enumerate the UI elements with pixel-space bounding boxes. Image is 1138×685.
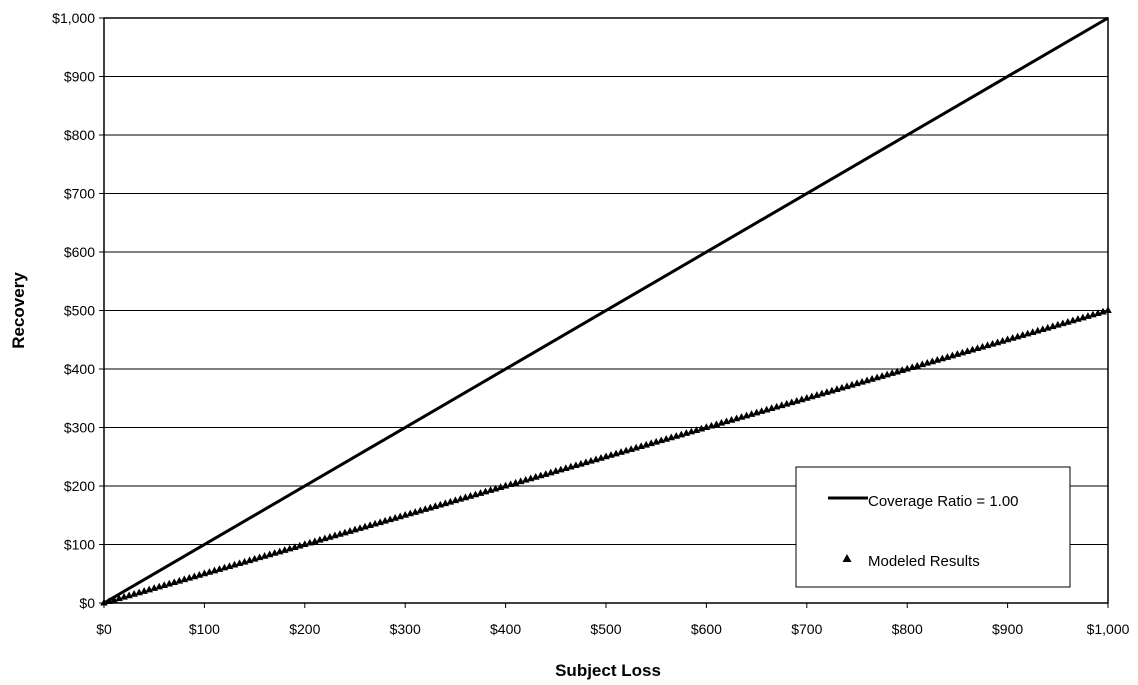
x-tick-label: $500: [590, 621, 621, 637]
y-axis-ticks: $0 $100 $200 $300 $400 $500 $600 $700 $800 $900 $1…: [52, 10, 104, 611]
series-line-coverage-ratio: [103, 16, 1109, 605]
y-tick-label: $400: [64, 361, 95, 377]
x-tick-label: $200: [289, 621, 320, 637]
x-axis-ticks: $0 $100 $200 $300 $400 $500 $600 $700 $800 $900 $1…: [96, 603, 1130, 637]
y-tick-label: $0: [79, 595, 95, 611]
y-tick-label: $700: [64, 186, 95, 202]
y-axis-title: Recovery: [9, 272, 28, 349]
series-layer: [100, 16, 1112, 606]
legend-label-coverage-ratio: Coverage Ratio = 1.00: [868, 493, 1019, 510]
y-tick-label: $900: [64, 69, 95, 85]
legend-box: [795, 466, 1071, 588]
x-tick-label: $600: [691, 621, 722, 637]
x-tick-label: $300: [390, 621, 421, 637]
y-tick-label: $800: [64, 127, 95, 143]
y-tick-label: $100: [64, 537, 95, 553]
legend-triangle-marker: [842, 554, 852, 562]
x-axis-title: Subject Loss: [555, 661, 661, 680]
x-tick-label: $800: [892, 621, 923, 637]
y-tick-label: $300: [64, 420, 95, 436]
y-tick-label: $600: [64, 244, 95, 260]
data-point-triangle: [1104, 306, 1112, 314]
x-tick-label: $400: [490, 621, 521, 637]
series-modeled-results: [100, 306, 1112, 606]
x-tick-label: $700: [791, 621, 822, 637]
legend: Coverage Ratio = 1.00 Modeled Results: [795, 466, 1071, 588]
y-tick-label: $1,000: [52, 10, 95, 26]
x-tick-label: $1,000: [1087, 621, 1130, 637]
y-tick-label: $500: [64, 303, 95, 319]
x-tick-label: $0: [96, 621, 112, 637]
legend-label-modeled-results: Modeled Results: [868, 553, 980, 570]
x-tick-label: $900: [992, 621, 1023, 637]
y-tick-label: $200: [64, 478, 95, 494]
x-tick-label: $100: [189, 621, 220, 637]
